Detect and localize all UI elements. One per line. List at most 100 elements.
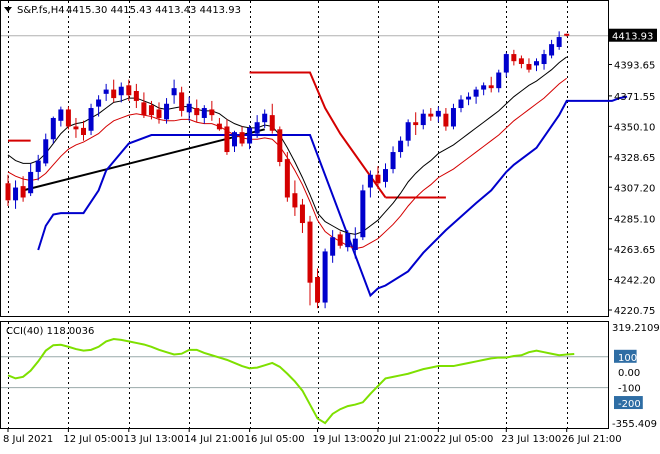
candle-body (322, 251, 328, 303)
cci-tick-label: -200 (618, 399, 641, 410)
candle (534, 58, 539, 72)
candle (473, 86, 479, 104)
candle (481, 82, 487, 96)
candle (496, 69, 502, 93)
y-tick-label: 4263.65 (614, 245, 655, 256)
candle-body (118, 86, 124, 96)
candle-body (466, 96, 472, 100)
candle-body (28, 171, 34, 194)
y-tick-label: 4350.10 (614, 122, 655, 133)
candle-body (239, 132, 245, 144)
candles-group (5, 31, 570, 309)
candle (186, 96, 192, 121)
candle-body (292, 193, 298, 208)
y-tick-label: 4285.10 (614, 215, 655, 226)
candle (111, 79, 117, 103)
candle-body (549, 44, 555, 56)
candle (526, 58, 532, 73)
moving-average-0 (7, 56, 568, 235)
candle (262, 109, 268, 128)
cci-upper-label: 319.2109 (612, 323, 660, 334)
y-tick-label: 4307.20 (614, 183, 655, 194)
candle-body (526, 64, 532, 70)
grid-lines (1, 1, 608, 428)
candle (103, 83, 109, 101)
candle-body (284, 159, 290, 198)
candle (345, 230, 351, 252)
candle (239, 126, 245, 147)
candle-body (383, 169, 388, 182)
candle-body (556, 37, 562, 47)
candle-body (216, 123, 222, 130)
candle-body (148, 105, 154, 116)
cci-level-lines (1, 356, 608, 389)
candle (148, 100, 154, 120)
cci-line (7, 338, 575, 425)
cci-lower-label: -355.409 (612, 419, 657, 430)
y-tick-label: 4371.55 (614, 92, 655, 103)
symbol-dropdown-icon[interactable] (4, 7, 12, 12)
candle (450, 103, 456, 130)
cci-tick-badge (614, 349, 637, 363)
candle-body (390, 152, 396, 170)
candle (315, 268, 321, 309)
candle (81, 120, 86, 141)
candle (13, 180, 19, 209)
candle-body (360, 190, 366, 238)
candle-body (194, 108, 200, 116)
candle-body (262, 113, 268, 123)
candle (292, 180, 298, 216)
candle (337, 231, 343, 249)
cci-tick-label: -100 (618, 384, 641, 395)
candle (232, 130, 237, 153)
candle (299, 198, 305, 233)
main-pane-frame (0, 0, 609, 317)
candle-body (518, 58, 524, 65)
x-tick-label: 26 Jul 21:00 (562, 434, 622, 445)
candle (541, 49, 547, 70)
candle-body (405, 122, 411, 141)
cci-pane-frame (0, 321, 609, 429)
candle (224, 119, 230, 155)
candle (284, 152, 290, 202)
candle-body (50, 117, 56, 140)
cci-line-group (7, 338, 575, 425)
candle-body (247, 127, 253, 144)
candle (398, 136, 404, 158)
candle-body (179, 92, 185, 111)
candle (330, 230, 336, 263)
candle (209, 100, 215, 121)
time-axis: 8 Jul 2021 12 Jul 05:00 13 Jul 13:00 14 Jul… (3, 428, 622, 445)
candle-body (299, 204, 305, 224)
candle-body (65, 109, 71, 127)
candle-body (420, 113, 426, 126)
candle (413, 112, 419, 136)
candle-body (88, 108, 94, 131)
candle (216, 117, 222, 131)
candle-body (277, 129, 283, 162)
y-tick-label: 4393.65 (614, 61, 655, 72)
candle-body (73, 126, 79, 130)
candle-body (367, 174, 373, 188)
candle-body (315, 276, 321, 303)
candle (443, 108, 449, 131)
candle-body (443, 113, 449, 127)
candle-body (269, 115, 275, 131)
candle-body (541, 54, 547, 65)
candle-body (428, 113, 434, 117)
candle-body (35, 160, 41, 172)
candle (435, 106, 441, 123)
candle-body (450, 108, 456, 127)
candle (20, 176, 26, 202)
y-tick-label: 4242.20 (614, 276, 655, 287)
candle (503, 52, 509, 77)
candle-body (20, 186, 26, 198)
candle (488, 76, 494, 93)
candle (73, 117, 79, 138)
candle-body (232, 132, 237, 147)
candle (28, 163, 34, 197)
candle-body (209, 109, 215, 116)
x-tick-label: 14 Jul 21:00 (184, 434, 244, 445)
